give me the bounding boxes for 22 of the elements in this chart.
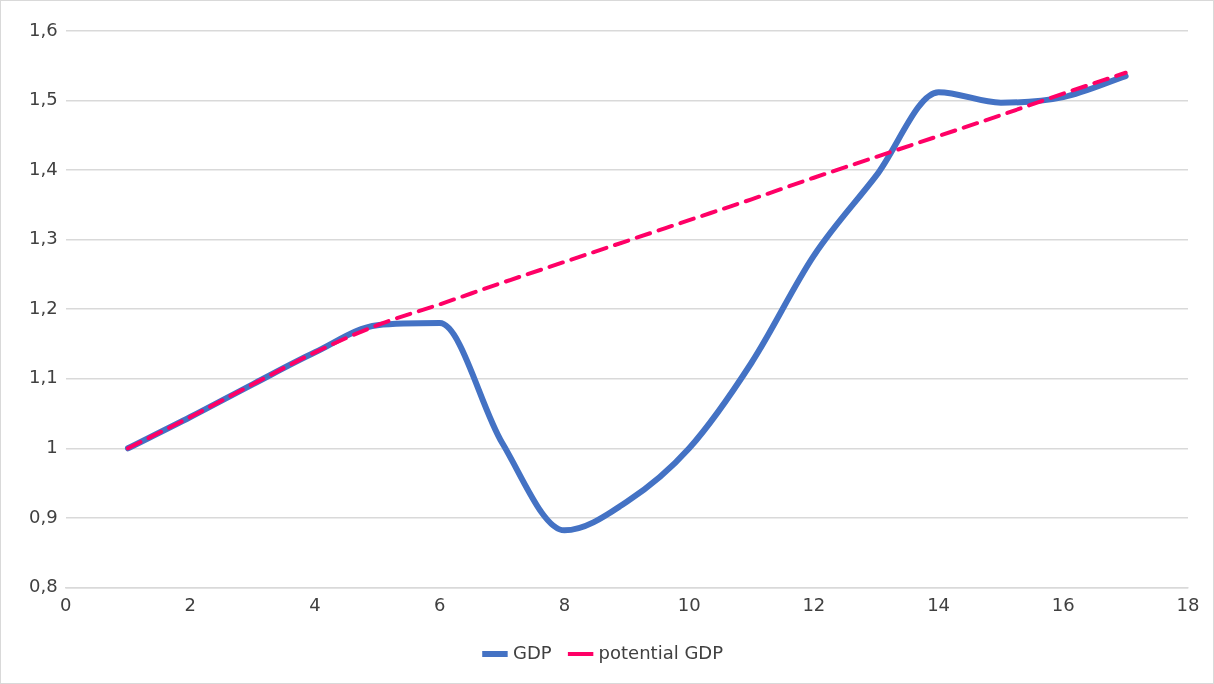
x-tick-label: 4 (309, 593, 321, 615)
y-tick-label: 1 (46, 435, 58, 457)
y-tick-label: 1,3 (28, 227, 58, 249)
x-tick-label: 0 (59, 593, 72, 615)
x-tick-label: 12 (802, 593, 826, 615)
x-tick-label: 16 (1051, 593, 1075, 615)
y-tick-label: 0,8 (28, 575, 58, 597)
legend-label: potential GDP (598, 641, 724, 663)
line-series (125, 70, 1128, 451)
y-tick-label: 1,6 (28, 18, 58, 40)
x-tick-label: 2 (184, 593, 197, 615)
y-tick-label: 1,2 (28, 296, 58, 318)
x-tick-label: 18 (1176, 593, 1200, 615)
legend-label: GDP (512, 641, 552, 663)
y-tick-label: 1,4 (28, 157, 58, 179)
x-tick-label: 14 (927, 593, 951, 615)
x-tick-label: 8 (558, 593, 571, 615)
x-tick-label: 6 (434, 593, 446, 615)
y-tick-label: 1,5 (28, 88, 58, 110)
y-tick-label: 0,9 (28, 505, 58, 527)
x-tick-label: 10 (677, 593, 701, 615)
y-tick-label: 1,1 (28, 366, 58, 388)
